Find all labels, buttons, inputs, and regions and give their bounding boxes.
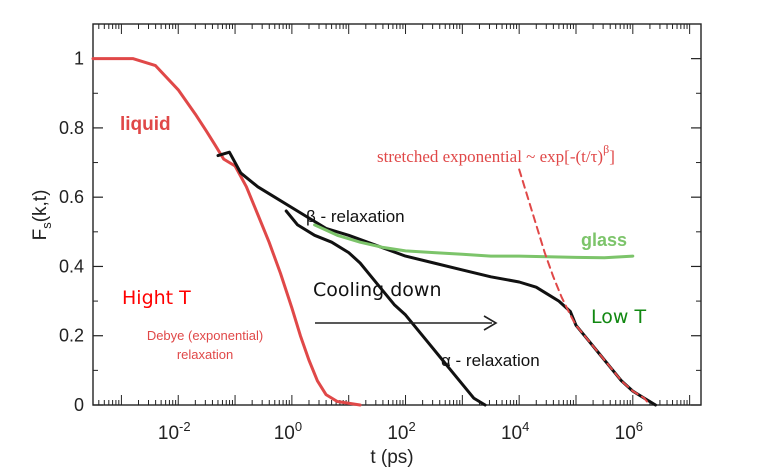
x-ticks: 10-2 100 102 104 106	[158, 419, 643, 444]
annotation-glass: glass	[581, 230, 627, 250]
y-tick-label: 0.8	[59, 118, 84, 138]
annotation-low-t: Low T	[591, 306, 646, 328]
stretched-close: ]	[609, 147, 615, 166]
series-line-glass	[313, 223, 635, 260]
series-group	[91, 57, 657, 407]
y-ticks: 0 0.2 0.4 0.6 0.8 1	[59, 49, 701, 415]
y-axis-label: Fs(k,t)	[30, 190, 54, 241]
x-tick-label: 104	[501, 419, 529, 444]
y-tick-label: 0.6	[59, 187, 84, 207]
stretched-superscript: β	[603, 142, 609, 156]
annotation-cooling-down: Cooling down	[313, 279, 441, 301]
y-tick-label: 0.2	[59, 326, 84, 346]
series-line-liquid	[91, 57, 362, 407]
y-axis-label-tail: (k,t)	[30, 190, 51, 223]
y-axis-label-sub: s	[39, 222, 54, 229]
x-tick-label: 10-2	[158, 419, 191, 444]
series-line-stretched	[518, 168, 651, 406]
annotation-beta-relaxation: β - relaxation	[306, 207, 405, 226]
annotation-debye-line1: Debye (exponential)	[147, 328, 263, 343]
annotation-liquid: liquid	[120, 114, 171, 135]
annotation-alpha-relaxation: α - relaxation	[441, 351, 540, 370]
x-tick-label: 100	[274, 419, 302, 444]
x-tick-label: 106	[615, 419, 643, 444]
stretched-text: stretched exponential ~ exp[-(t/τ)	[377, 147, 603, 166]
annotation-stretched-exponential: stretched exponential ~ exp[-(t/τ)β]	[377, 142, 615, 166]
annotation-high-t: Hight T	[122, 287, 191, 309]
x-tick-label: 102	[387, 419, 415, 444]
y-tick-label: 1	[74, 49, 84, 69]
series-line-black_upper	[216, 150, 657, 407]
annotation-debye-line2: relaxation	[177, 347, 233, 362]
y-tick-label: 0.4	[59, 256, 84, 276]
svg-text:Fs(k,t): Fs(k,t)	[30, 190, 54, 241]
y-axis-label-main: F	[30, 229, 51, 241]
series-line-black_lower	[284, 209, 487, 407]
x-axis-label: t (ps)	[370, 447, 413, 468]
cooling-arrow-head	[483, 315, 498, 331]
y-tick-label: 0	[74, 395, 84, 415]
